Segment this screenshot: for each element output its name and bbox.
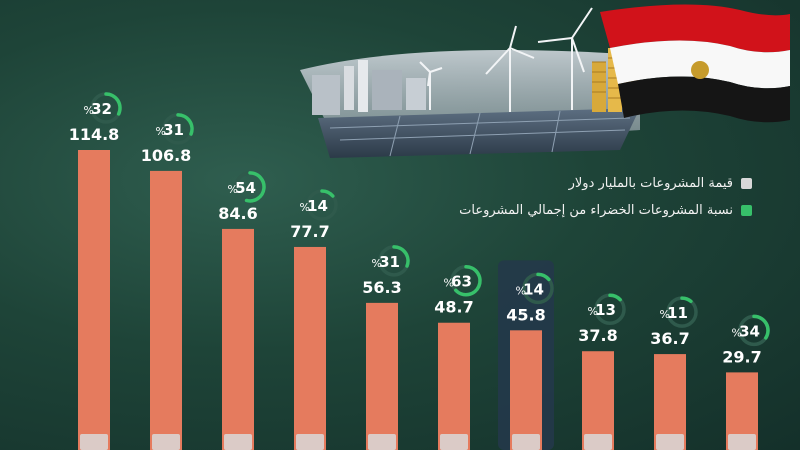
value-label: 84.6 [218,204,257,223]
percent-symbol: % [84,104,94,117]
percent-ring-fill [176,113,194,136]
percent-label: 63 [451,273,472,291]
country-flag-icon [368,434,396,450]
percent-symbol: % [660,308,670,321]
percent-ring-fill [536,272,551,282]
bar-mexico [582,351,614,450]
bar-egypt [510,330,542,450]
bar-india [294,246,326,450]
value-label: 36.7 [650,329,689,348]
percent-ring-fill [680,296,693,304]
value-label: 45.8 [506,305,545,324]
bar-brazil [78,150,110,450]
country-flag-icon [512,434,540,450]
percent-ring-fill [392,245,410,268]
percent-ring-fill [320,189,335,198]
value-label: 29.7 [722,347,761,366]
country-flag-icon [728,434,756,450]
bar-vietnam [150,170,182,450]
percent-label: 31 [379,253,400,271]
country-flag-icon [152,434,180,450]
legend-swatch-green [741,205,752,216]
wind-turbine-icon [419,7,593,112]
value-label: 37.8 [578,326,617,345]
percent-symbol: % [444,277,454,290]
percent-ring-fill [244,171,266,203]
percent-symbol: % [732,326,742,339]
percent-symbol: % [588,305,598,318]
percent-ring-fill [752,314,770,340]
value-label: 114.8 [69,125,120,144]
percent-symbol: % [372,257,382,270]
percent-label: 54 [235,179,256,197]
value-label: 48.7 [434,298,473,317]
bar-taiwan [438,322,470,450]
percent-symbol: % [516,284,526,297]
percent-label: 11 [667,304,688,322]
legend-item-green: نسبة المشروعات الخضراء من إجمالي المشروع… [459,203,752,218]
bar-chile [222,228,254,450]
country-flag-icon [296,434,324,450]
country-flag-icon [80,434,108,450]
header-illustration [300,4,790,158]
bar-kazakhstan [366,302,398,450]
percent-label: 32 [91,100,112,118]
country-flag-icon [440,434,468,450]
value-label: 56.3 [362,278,401,297]
percent-ring-fill [454,264,482,297]
legend-label-value: قيمة المشروعات بالمليار دولار [568,176,733,191]
percent-label: 13 [595,301,616,319]
legend-swatch-value [741,178,752,189]
solar-panels-illustration [318,108,640,158]
country-flag-icon [584,434,612,450]
percent-symbol: % [300,201,310,214]
legend-label-green: نسبة المشروعات الخضراء من إجمالي المشروع… [459,203,733,218]
percent-label: 14 [523,280,544,298]
percent-label: 14 [307,197,328,215]
value-label: 77.7 [290,222,329,241]
percent-ring-fill [608,293,622,302]
percent-label: 34 [739,322,760,340]
value-label: 106.8 [141,146,192,165]
percent-symbol: % [156,125,166,138]
country-flag-icon [656,434,684,450]
legend-item-value: قيمة المشروعات بالمليار دولار [569,176,752,191]
egypt-flag-icon [600,4,790,123]
percent-symbol: % [228,183,238,196]
power-plant-illustration [312,60,426,115]
percent-ring-fill [104,92,122,116]
percent-label: 31 [163,121,184,139]
country-flag-icon [224,434,252,450]
